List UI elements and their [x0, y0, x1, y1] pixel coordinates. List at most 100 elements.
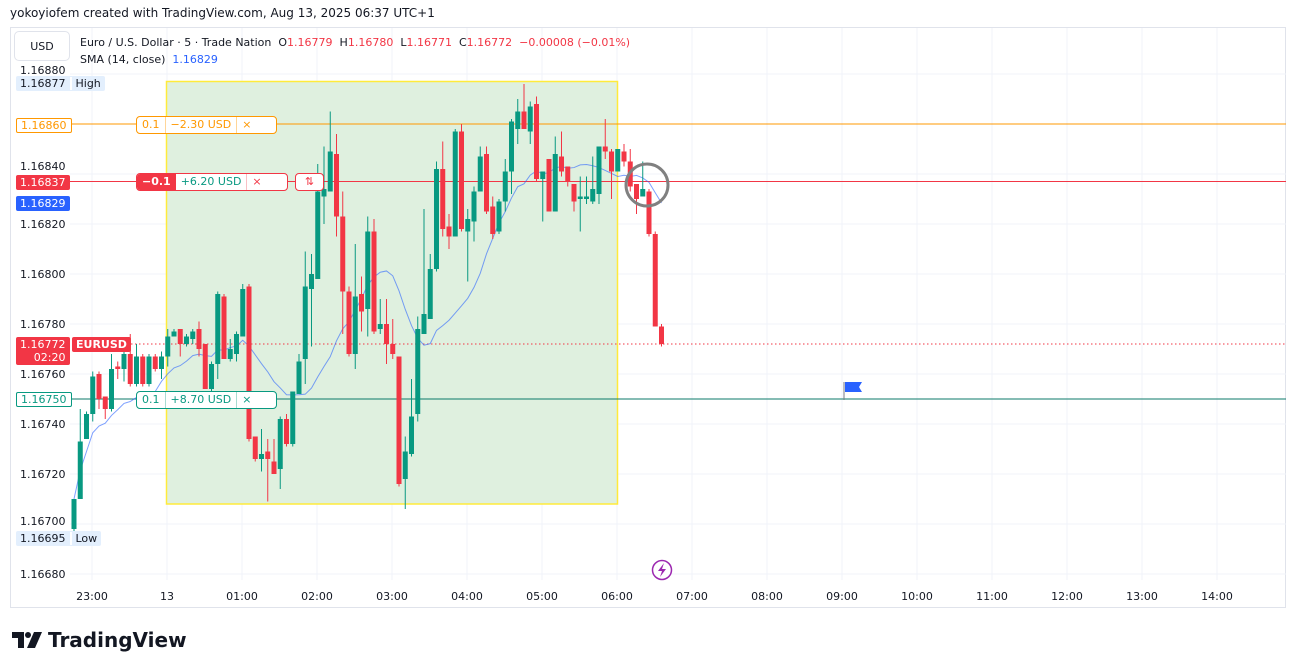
- candle: [515, 99, 521, 144]
- position-pnl: +6.20 USD: [176, 174, 248, 190]
- price-tick-label: 1.16740: [20, 418, 66, 431]
- highlight-range-box[interactable]: [165, 80, 619, 505]
- candle: [234, 331, 239, 362]
- candle: [277, 416, 283, 489]
- candle: [346, 286, 352, 357]
- candle-body: [377, 324, 383, 329]
- candle: [134, 344, 139, 387]
- candle: [427, 254, 433, 319]
- candle-body: [521, 111, 527, 129]
- change-value: −0.00008 (−0.01%): [519, 36, 631, 49]
- candle: [321, 146, 327, 224]
- candle-body: [96, 374, 102, 399]
- candle: [140, 354, 146, 387]
- candle-body: [659, 326, 664, 344]
- time-tick-label: 02:00: [301, 590, 333, 603]
- candle: [202, 344, 208, 389]
- candle: [571, 184, 577, 212]
- candle: [240, 284, 246, 337]
- sma-indicator-label[interactable]: SMA (14, close): [80, 53, 166, 66]
- candle-body: [509, 121, 514, 172]
- candle: [227, 339, 233, 362]
- candle-body: [484, 154, 489, 212]
- currency-button[interactable]: USD: [14, 31, 70, 61]
- time-tick-label: 08:00: [751, 590, 783, 603]
- candle: [465, 209, 471, 282]
- candle: [365, 216, 371, 337]
- time-tick-label: 14:00: [1201, 590, 1233, 603]
- close-value: 1.16772: [466, 36, 513, 49]
- low-label: L: [400, 36, 407, 49]
- candle-body: [146, 356, 152, 384]
- candle-body: [440, 169, 446, 229]
- last-price: 1.16772: [20, 338, 66, 351]
- close-position-icon[interactable]: ×: [252, 175, 262, 188]
- candle: [540, 171, 546, 222]
- candle-body: [584, 196, 589, 199]
- candle-body: [540, 171, 546, 179]
- price-tick-label: 1.16720: [20, 468, 66, 481]
- candle-body: [171, 331, 177, 337]
- order-pnl: +8.70 USD: [164, 392, 238, 408]
- time-tick-label: 13:00: [1126, 590, 1158, 603]
- candle-body: [127, 354, 133, 384]
- candle-body: [534, 104, 539, 179]
- candle-body: [140, 356, 146, 384]
- symbol-description[interactable]: Euro / U.S. Dollar · 5 · Trade Nation: [80, 36, 272, 49]
- high-marker: 1.16877 High: [16, 76, 105, 91]
- candle-body: [527, 106, 533, 132]
- candle-body: [321, 189, 327, 197]
- reverse-position-button[interactable]: ⇅: [295, 173, 324, 191]
- circle-annotation[interactable]: [624, 162, 670, 208]
- sma-indicator-value: 1.16829: [172, 53, 218, 66]
- flag-marker[interactable]: [843, 382, 862, 400]
- candle: [415, 316, 421, 422]
- candle-body: [309, 274, 314, 289]
- candle: [446, 214, 452, 249]
- candle: [271, 439, 277, 474]
- chart-frame: [10, 27, 1286, 608]
- candle: [602, 119, 608, 159]
- candle-body: [621, 151, 627, 162]
- flag-icon: [845, 382, 862, 392]
- attribution-text: yokoyiofem created with TradingView.com,…: [10, 6, 435, 20]
- time-tick-label: 09:00: [826, 590, 858, 603]
- candle: [652, 231, 658, 327]
- candle-body: [352, 296, 358, 354]
- high-label: H: [339, 36, 348, 49]
- candle: [396, 356, 402, 487]
- candle-body: [365, 231, 371, 309]
- close-order-icon[interactable]: ×: [242, 393, 252, 406]
- position-qty[interactable]: −0.1: [137, 174, 176, 190]
- candle-body: [77, 441, 83, 499]
- lightning-event-icon[interactable]: [651, 559, 673, 581]
- entry-price-label[interactable]: 1.16837: [16, 175, 70, 190]
- position-order[interactable]: −0.1 +6.20 USD ×: [136, 173, 288, 191]
- candle-body: [271, 461, 277, 474]
- reverse-icon: ⇅: [304, 175, 315, 188]
- candle-body: [246, 286, 252, 439]
- candle: [609, 149, 614, 199]
- order-qty[interactable]: 0.1: [142, 118, 160, 131]
- candle: [527, 101, 533, 144]
- candle-body: [477, 156, 483, 192]
- candle: [584, 176, 589, 204]
- order-qty[interactable]: 0.1: [142, 393, 160, 406]
- time-tick-label: 07:00: [676, 590, 708, 603]
- take-profit-order[interactable]: 0.1 −2.30 USD ×: [136, 116, 277, 134]
- take-profit-price-label[interactable]: 1.16860: [16, 118, 72, 133]
- candle-body: [102, 396, 108, 409]
- candle-body: [152, 356, 158, 369]
- candle: [259, 429, 264, 472]
- stop-order[interactable]: 0.1 +8.70 USD ×: [136, 391, 277, 409]
- close-order-icon[interactable]: ×: [242, 118, 252, 131]
- candle-body: [434, 169, 439, 269]
- candle-body: [602, 146, 608, 152]
- candle-body: [396, 356, 402, 484]
- stop-price-label[interactable]: 1.16750: [16, 392, 72, 407]
- candle-body: [559, 156, 564, 172]
- tradingview-logo[interactable]: TradingView: [12, 628, 187, 652]
- candle-body: [496, 201, 502, 232]
- tradingview-logo-icon: [12, 632, 42, 648]
